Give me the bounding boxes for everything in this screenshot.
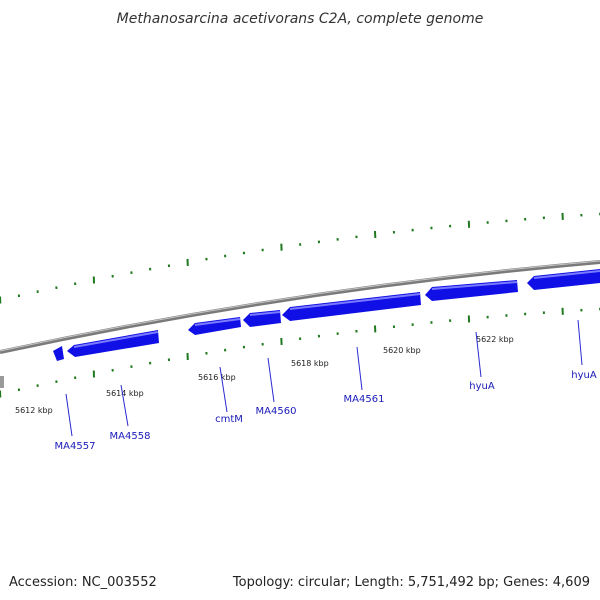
genome-summary: Topology: circular; Length: 5,751,492 bp…: [232, 575, 590, 590]
gene-arrow-hyua-1[interactable]: [425, 280, 518, 301]
gene-label-hyua-1[interactable]: hyuA: [469, 381, 495, 392]
gene-label-lines: [65, 319, 583, 437]
scale-label-5614: 5614 kbp: [106, 389, 144, 398]
gene-labels: MA4557 MA4558 cmtM MA4560 MA4561 hyuA hy…: [55, 370, 597, 452]
scale-labels: 5612 kbp 5614 kbp 5616 kbp 5618 kbp 5620…: [15, 335, 514, 415]
leader-cmtm: [219, 366, 228, 413]
gene-highlight: [73, 270, 600, 348]
leader-ma4560: [267, 357, 275, 403]
leader-hyua-2: [577, 319, 583, 366]
scale-label-5620: 5620 kbp: [383, 346, 421, 355]
gene-arrow-ma4557[interactable]: [53, 346, 64, 361]
leader-ma4561: [356, 346, 363, 391]
scale-label-5616: 5616 kbp: [198, 373, 236, 382]
gene-label-hyua-2[interactable]: hyuA: [571, 370, 597, 381]
gene-label-ma4558[interactable]: MA4558: [110, 431, 151, 442]
partial-feature: [0, 376, 4, 388]
leader-hyua-1: [475, 331, 482, 378]
map-title: Methanosarcina acetivorans C2A, complete…: [117, 11, 484, 27]
gene-features: [0, 269, 600, 388]
scale-label-5618: 5618 kbp: [291, 359, 329, 368]
gene-label-ma4557[interactable]: MA4557: [55, 441, 96, 452]
gene-arrow-ma4561[interactable]: [282, 292, 421, 321]
gene-label-cmtm[interactable]: cmtM: [215, 414, 243, 425]
gene-arrow-hyua-2[interactable]: [527, 269, 600, 290]
genome-backbone-highlight: [0, 260, 600, 352]
leader-ma4557: [65, 393, 73, 437]
outer-scale-ticks: [0, 212, 600, 304]
inner-scale-ticks: [0, 307, 600, 398]
accession-label: Accession: NC_003552: [9, 575, 157, 590]
scale-label-5622: 5622 kbp: [476, 335, 514, 344]
gene-label-ma4561[interactable]: MA4561: [344, 394, 385, 405]
genome-backbone: [0, 260, 600, 354]
gene-label-ma4560[interactable]: MA4560: [256, 406, 297, 417]
leader-ma4558: [120, 384, 129, 427]
scale-label-5612: 5612 kbp: [15, 406, 53, 415]
